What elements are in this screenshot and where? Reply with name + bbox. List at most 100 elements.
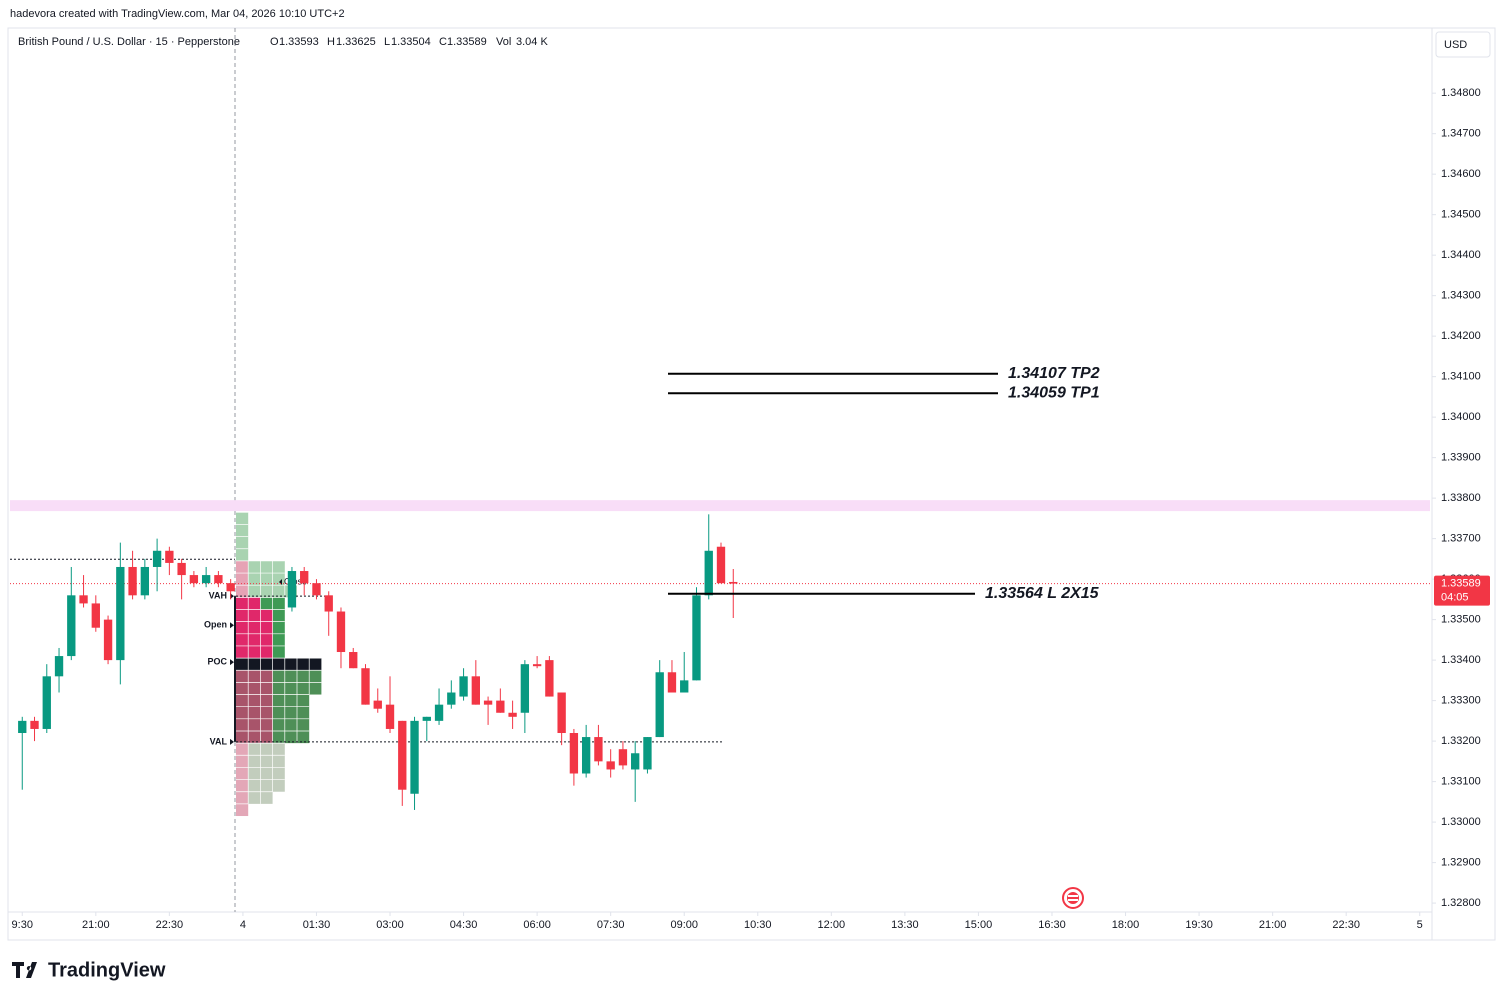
candle-body [42, 676, 51, 729]
profile-sell [236, 658, 273, 671]
candle-body [545, 660, 554, 697]
candle-body [336, 611, 346, 653]
annotation-label: 1.34059 TP1 [1008, 384, 1100, 401]
profile-buy [248, 767, 285, 780]
candle-body [704, 550, 713, 596]
candle-body [67, 595, 76, 657]
candle-body [165, 550, 174, 563]
y-tick-label: 1.33200 [1441, 735, 1481, 747]
x-tick-label: 04:30 [450, 919, 478, 931]
price-badge [1434, 575, 1490, 606]
profile-sell [236, 609, 273, 622]
profile-marker-label: POC [207, 657, 227, 667]
countdown: 04:05 [1441, 591, 1469, 603]
annotation-label: 1.34107 TP2 [1008, 365, 1100, 382]
h-label: H [327, 36, 335, 48]
currency[interactable]: USD [1444, 39, 1467, 51]
y-tick-label: 1.33700 [1441, 533, 1481, 545]
y-tick-label: 1.33000 [1441, 816, 1481, 828]
candle-body [189, 575, 199, 584]
event-icon[interactable] [1062, 887, 1084, 909]
candle-body [692, 595, 701, 681]
logo: TradingView [12, 959, 166, 981]
profile-buy [236, 524, 249, 537]
candle-body [496, 700, 505, 713]
candle-body [152, 550, 162, 567]
candle-body [54, 656, 64, 677]
profile-sell [236, 743, 249, 756]
candle-body [324, 595, 333, 612]
profile-marker [230, 738, 234, 745]
o-label: O [270, 36, 279, 48]
profile-sell [236, 585, 249, 598]
vol-value: 3.04 K [516, 36, 548, 48]
y-tick-label: 1.33100 [1441, 776, 1481, 788]
candle-body [103, 619, 113, 661]
candle-body [312, 583, 321, 596]
candle-body [643, 737, 652, 770]
candle-body [18, 720, 27, 734]
y-tick-label: 1.33900 [1441, 452, 1481, 464]
candle-body [729, 581, 738, 584]
candle-body [201, 575, 211, 584]
profile-sell [236, 706, 273, 719]
profile-buy [272, 609, 285, 622]
currency-button[interactable] [1435, 31, 1491, 58]
profile-buy [272, 645, 285, 659]
candle-body [581, 737, 591, 774]
candle-body [349, 652, 358, 669]
x-tick-label: 03:00 [376, 919, 404, 931]
y-tick-label: 1.34800 [1441, 87, 1481, 99]
profile-sell [236, 670, 273, 683]
candle-body [667, 672, 677, 693]
candle-body [655, 672, 664, 738]
candle-body [422, 716, 431, 721]
y-tick-label: 1.34600 [1441, 168, 1481, 180]
profile-buy [272, 730, 310, 744]
profile-sell [236, 645, 273, 659]
candle-body [128, 566, 137, 596]
y-tick-label: 1.34500 [1441, 209, 1481, 221]
candle-body [557, 692, 566, 734]
candle-body [177, 562, 186, 576]
x-tick-label: 16:30 [1038, 919, 1066, 931]
x-tick-label: 9:30 [12, 919, 33, 931]
o-value: 1.33593 [279, 36, 319, 48]
profile-sell [236, 633, 273, 646]
y-tick-label: 1.34100 [1441, 371, 1481, 383]
x-tick-label: 15:00 [965, 919, 993, 931]
profile-sell [236, 560, 249, 574]
profile-buy [236, 512, 249, 525]
candle-body [214, 575, 223, 584]
profile-sell [236, 803, 249, 817]
profile-buy [248, 560, 285, 574]
candle-body [410, 720, 419, 794]
profile-sell [236, 755, 249, 768]
candle-body [606, 761, 615, 770]
candle-body [30, 720, 39, 729]
candle-body [569, 733, 579, 774]
profile-buy [248, 743, 285, 756]
logo-text: TradingView [48, 959, 166, 981]
x-tick-label: 09:00 [670, 919, 698, 931]
profile-buy [272, 633, 285, 646]
profile-marker-label: Open [204, 620, 227, 630]
c-label: C [439, 36, 447, 48]
profile-buy [236, 548, 249, 561]
symbol: British Pound / U.S. Dollar · 15 · Peppe… [18, 36, 240, 48]
y-tick-label: 1.32900 [1441, 857, 1481, 869]
profile-buy [272, 706, 310, 719]
x-tick-label: 22:30 [156, 919, 184, 931]
x-tick-label: 19:30 [1185, 919, 1213, 931]
candle-body [398, 720, 407, 790]
y-tick-label: 1.33400 [1441, 654, 1481, 666]
candle-body [459, 676, 468, 697]
candle-body [631, 753, 640, 770]
profile-sell [236, 730, 273, 744]
y-tick-label: 1.33500 [1441, 614, 1481, 626]
profile-sell [236, 718, 273, 731]
candle-body [618, 749, 628, 766]
profile-marker-label: VAL [210, 736, 228, 746]
